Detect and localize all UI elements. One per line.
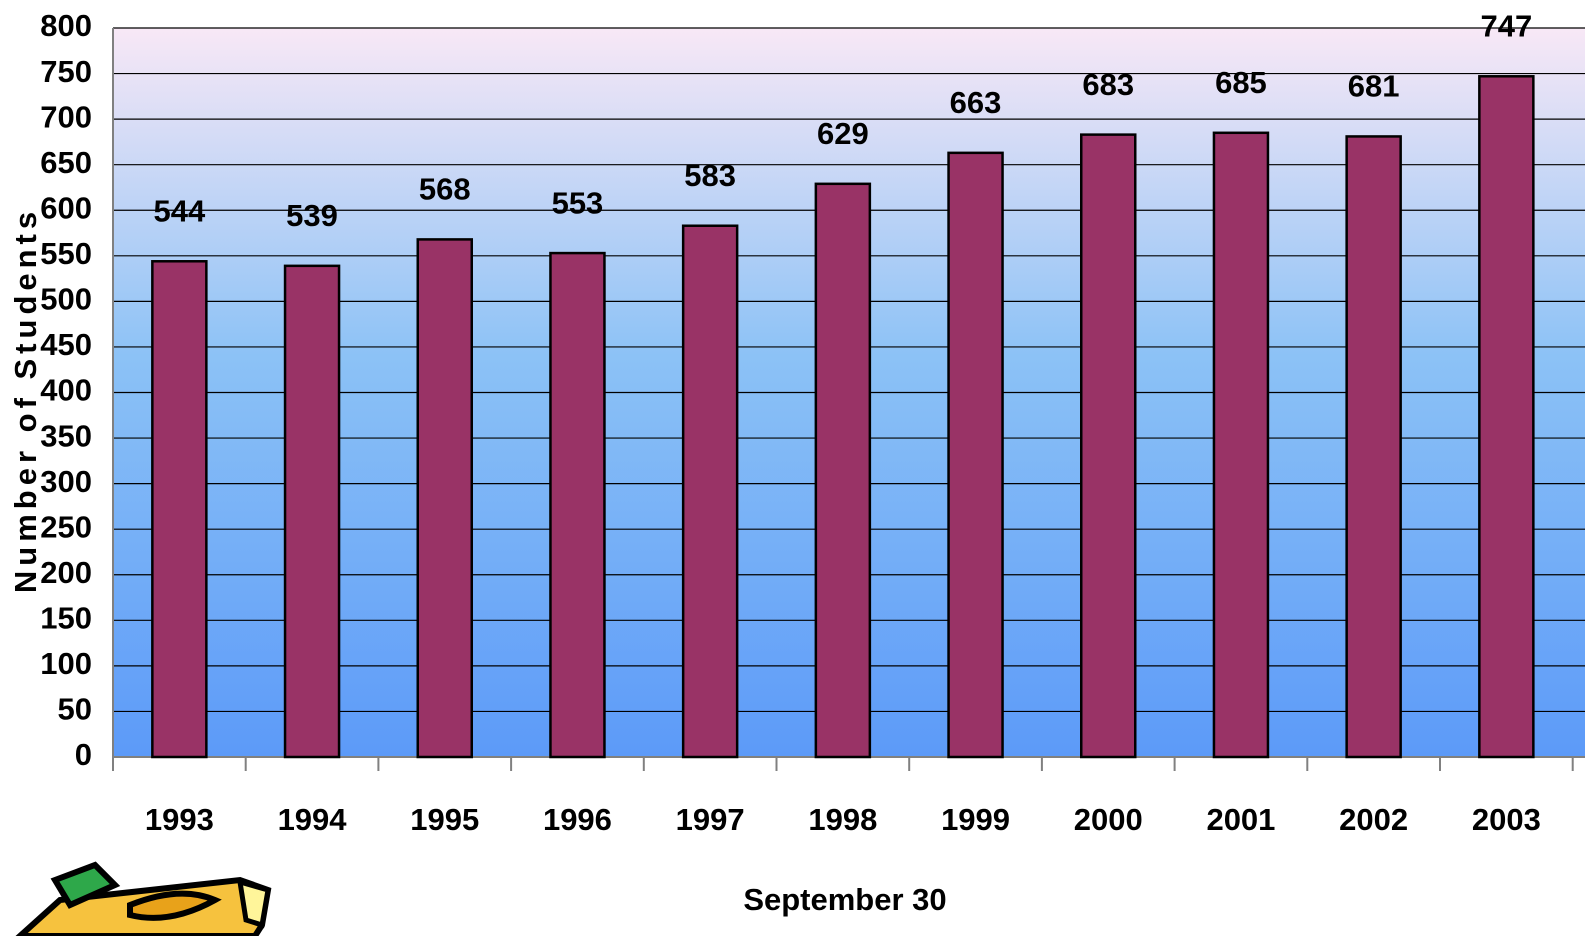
bar [549,251,606,759]
y-axis-title: Number of Students [8,207,43,593]
x-tick-label: 1999 [941,802,1010,837]
data-label: 629 [817,116,869,151]
x-tick-label: 2001 [1206,802,1275,837]
y-tick-label: 100 [40,646,92,681]
y-tick-label: 50 [58,692,92,727]
data-label: 568 [419,172,471,207]
x-tick-label: 1995 [410,802,479,837]
y-tick-label: 500 [40,282,92,317]
y-tick-label: 250 [40,509,92,544]
y-tick-label: 150 [40,601,92,636]
y-tick-label: 650 [40,145,92,180]
bar [283,264,341,759]
y-tick-label: 400 [40,373,92,408]
bar [416,238,473,759]
y-tick-label: 700 [40,99,92,134]
y-tick-label: 800 [40,8,92,43]
pencil-icon [15,861,272,936]
bar [1212,131,1270,759]
x-tick-label: 2003 [1472,802,1541,837]
x-tick-label: 1994 [278,802,348,837]
y-tick-label: 600 [40,190,92,225]
y-tick-label: 550 [40,236,92,271]
data-label: 747 [1480,8,1532,43]
y-tick-label: 0 [75,737,92,772]
y-tick-label: 350 [40,418,92,453]
bar [814,182,872,759]
x-axis-title: September 30 [743,882,946,917]
y-tick-label: 450 [40,327,92,362]
data-label: 544 [153,193,205,228]
x-tick-label: 2002 [1339,802,1408,837]
data-label: 539 [286,198,338,233]
y-tick-label: 200 [40,555,92,590]
data-label: 663 [950,85,1002,120]
bar [681,224,739,759]
bar [151,260,208,759]
x-tick-label: 1996 [543,802,612,837]
bar [947,151,1004,759]
data-label: 583 [684,158,736,193]
data-label: 553 [552,185,604,220]
bar [1080,133,1137,759]
x-tick-label: 1993 [145,802,214,837]
bar [1478,75,1535,759]
x-tick-label: 1997 [676,802,745,837]
bar [1345,135,1402,759]
data-label: 683 [1082,67,1134,102]
x-tick-label: 2000 [1074,802,1143,837]
y-tick-label: 750 [40,54,92,89]
data-label: 685 [1215,65,1267,100]
y-tick-label: 300 [40,464,92,499]
x-tick-label: 1998 [808,802,877,837]
data-label: 681 [1348,69,1400,104]
